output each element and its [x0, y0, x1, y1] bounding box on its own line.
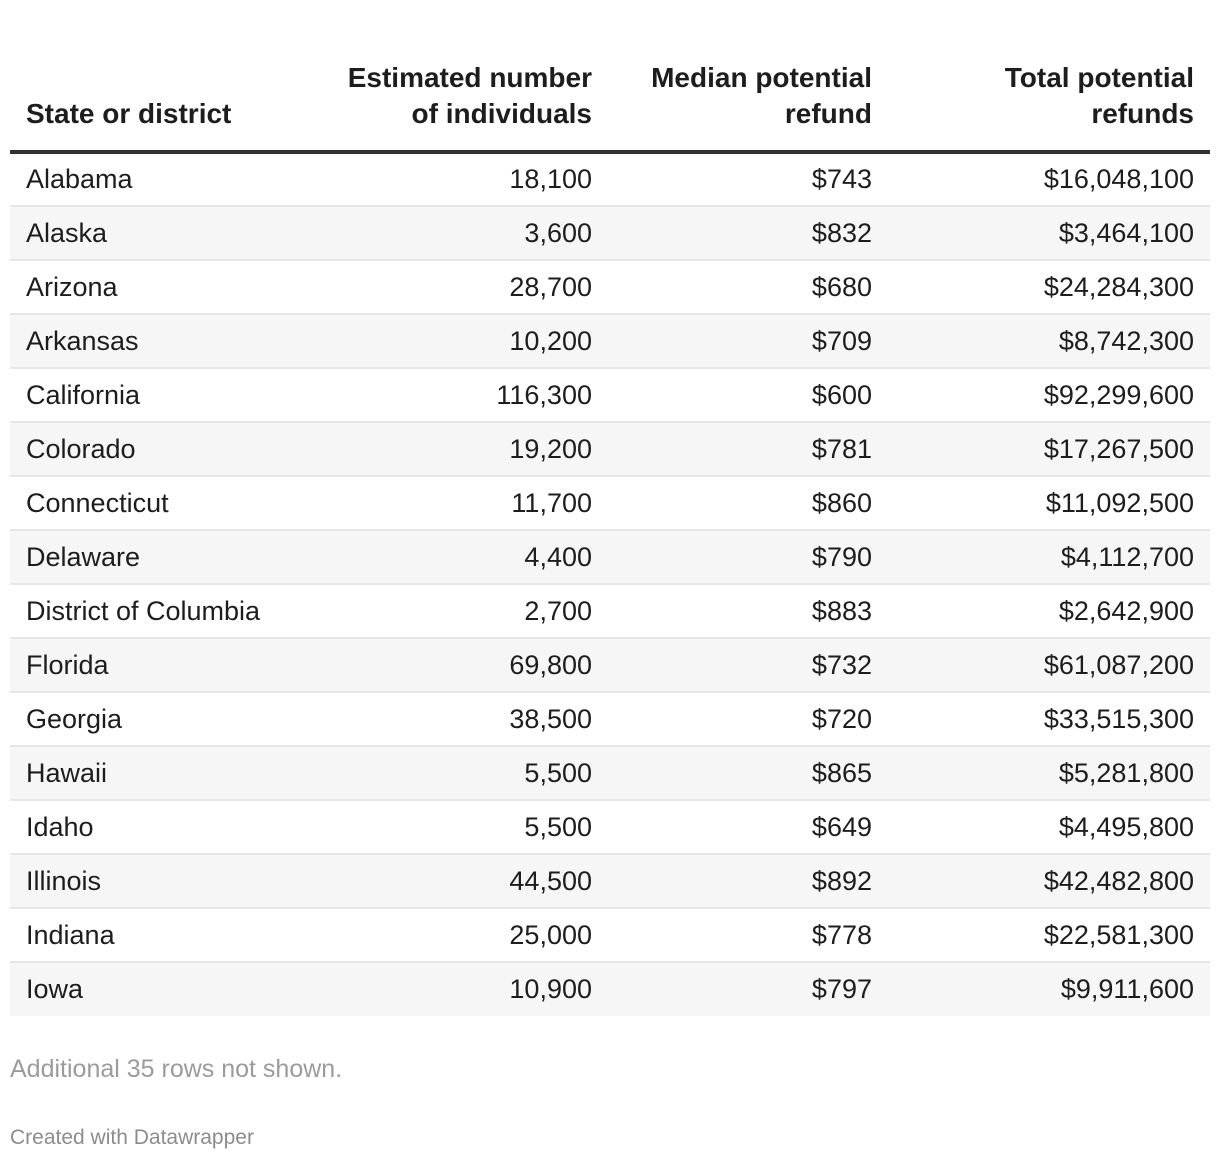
table-row: Indiana 25,000 $778 $22,581,300 — [10, 908, 1210, 963]
cell-state: Iowa — [10, 962, 310, 1016]
rows-not-shown-note: Additional 35 rows not shown. — [10, 1055, 343, 1083]
column-header-total-refunds: Total potential refunds — [888, 0, 1210, 154]
cell-median-refund: $790 — [608, 530, 888, 585]
cell-individuals: 10,900 — [310, 962, 608, 1016]
table-header: State or district Estimated number of ind… — [10, 0, 1210, 154]
column-header-individuals: Estimated number of individuals — [310, 0, 608, 154]
table-row: Alabama 18,100 $743 $16,048,100 — [10, 152, 1210, 207]
column-header-state: State or district — [10, 0, 310, 154]
cell-state: Delaware — [10, 530, 310, 585]
table-row: Alaska 3,600 $832 $3,464,100 — [10, 206, 1210, 261]
cell-median-refund: $680 — [608, 260, 888, 315]
table-row: Connecticut 11,700 $860 $11,092,500 — [10, 476, 1210, 531]
table-row: District of Columbia 2,700 $883 $2,642,900 — [10, 584, 1210, 639]
cell-individuals: 116,300 — [310, 368, 608, 423]
cell-total-refunds: $16,048,100 — [888, 152, 1210, 207]
cell-individuals: 2,700 — [310, 584, 608, 639]
cell-total-refunds: $22,581,300 — [888, 908, 1210, 963]
cell-median-refund: $649 — [608, 800, 888, 855]
cell-median-refund: $743 — [608, 152, 888, 207]
cell-total-refunds: $11,092,500 — [888, 476, 1210, 531]
cell-individuals: 44,500 — [310, 854, 608, 909]
cell-median-refund: $781 — [608, 422, 888, 477]
table-row: Hawaii 5,500 $865 $5,281,800 — [10, 746, 1210, 801]
cell-individuals: 11,700 — [310, 476, 608, 531]
cell-individuals: 28,700 — [310, 260, 608, 315]
cell-state: District of Columbia — [10, 584, 310, 639]
cell-state: Connecticut — [10, 476, 310, 531]
cell-state: Arizona — [10, 260, 310, 315]
cell-state: California — [10, 368, 310, 423]
cell-total-refunds: $9,911,600 — [888, 962, 1210, 1016]
cell-state: Alabama — [10, 152, 310, 207]
cell-median-refund: $860 — [608, 476, 888, 531]
cell-individuals: 4,400 — [310, 530, 608, 585]
cell-total-refunds: $4,495,800 — [888, 800, 1210, 855]
datawrapper-credit: Created with Datawrapper — [10, 1126, 254, 1149]
cell-individuals: 38,500 — [310, 692, 608, 747]
table-row: Arizona 28,700 $680 $24,284,300 — [10, 260, 1210, 315]
cell-median-refund: $600 — [608, 368, 888, 423]
data-table: State or district Estimated number of ind… — [10, 0, 1210, 1016]
cell-median-refund: $709 — [608, 314, 888, 369]
cell-total-refunds: $33,515,300 — [888, 692, 1210, 747]
cell-total-refunds: $4,112,700 — [888, 530, 1210, 585]
cell-state: Indiana — [10, 908, 310, 963]
cell-state: Idaho — [10, 800, 310, 855]
cell-total-refunds: $61,087,200 — [888, 638, 1210, 693]
cell-state: Arkansas — [10, 314, 310, 369]
table-row: Idaho 5,500 $649 $4,495,800 — [10, 800, 1210, 855]
table-row: Colorado 19,200 $781 $17,267,500 — [10, 422, 1210, 477]
cell-total-refunds: $5,281,800 — [888, 746, 1210, 801]
header-row: State or district Estimated number of ind… — [10, 0, 1210, 154]
cell-state: Hawaii — [10, 746, 310, 801]
cell-individuals: 10,200 — [310, 314, 608, 369]
cell-total-refunds: $92,299,600 — [888, 368, 1210, 423]
table-row: Iowa 10,900 $797 $9,911,600 — [10, 962, 1210, 1016]
cell-total-refunds: $8,742,300 — [888, 314, 1210, 369]
table-body: Alabama 18,100 $743 $16,048,100 Alaska 3,600 $… — [10, 152, 1210, 1016]
cell-individuals: 18,100 — [310, 152, 608, 207]
cell-individuals: 25,000 — [310, 908, 608, 963]
cell-individuals: 69,800 — [310, 638, 608, 693]
cell-individuals: 5,500 — [310, 746, 608, 801]
cell-state: Illinois — [10, 854, 310, 909]
table-row: Delaware 4,400 $790 $4,112,700 — [10, 530, 1210, 585]
data-table-container: State or district Estimated number of ind… — [10, 0, 1210, 1016]
cell-median-refund: $832 — [608, 206, 888, 261]
cell-individuals: 3,600 — [310, 206, 608, 261]
cell-median-refund: $778 — [608, 908, 888, 963]
cell-total-refunds: $24,284,300 — [888, 260, 1210, 315]
table-row: California 116,300 $600 $92,299,600 — [10, 368, 1210, 423]
column-header-median-refund: Median potential refund — [608, 0, 888, 154]
cell-total-refunds: $2,642,900 — [888, 584, 1210, 639]
table-row: Arkansas 10,200 $709 $8,742,300 — [10, 314, 1210, 369]
cell-total-refunds: $3,464,100 — [888, 206, 1210, 261]
cell-state: Georgia — [10, 692, 310, 747]
table-row: Illinois 44,500 $892 $42,482,800 — [10, 854, 1210, 909]
cell-median-refund: $732 — [608, 638, 888, 693]
cell-median-refund: $883 — [608, 584, 888, 639]
table-row: Georgia 38,500 $720 $33,515,300 — [10, 692, 1210, 747]
cell-median-refund: $797 — [608, 962, 888, 1016]
cell-median-refund: $720 — [608, 692, 888, 747]
cell-median-refund: $892 — [608, 854, 888, 909]
cell-state: Florida — [10, 638, 310, 693]
cell-individuals: 5,500 — [310, 800, 608, 855]
cell-total-refunds: $42,482,800 — [888, 854, 1210, 909]
cell-median-refund: $865 — [608, 746, 888, 801]
cell-state: Colorado — [10, 422, 310, 477]
cell-total-refunds: $17,267,500 — [888, 422, 1210, 477]
cell-state: Alaska — [10, 206, 310, 261]
table-row: Florida 69,800 $732 $61,087,200 — [10, 638, 1210, 693]
cell-individuals: 19,200 — [310, 422, 608, 477]
